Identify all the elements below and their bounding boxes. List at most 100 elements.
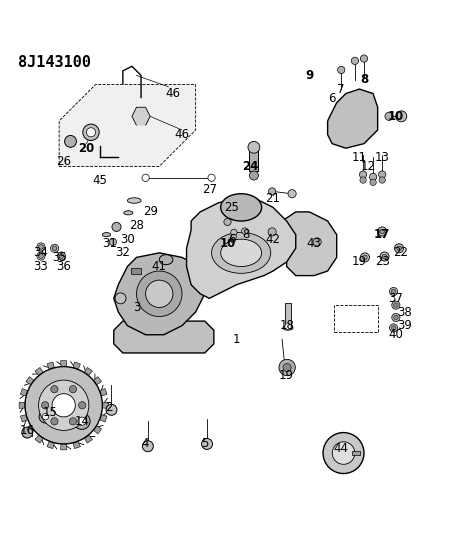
Text: 19: 19	[279, 369, 294, 382]
Circle shape	[369, 173, 377, 181]
Text: 27: 27	[202, 183, 217, 196]
Wedge shape	[93, 426, 101, 434]
Circle shape	[283, 364, 291, 372]
Text: 26: 26	[56, 155, 71, 168]
Circle shape	[394, 303, 398, 308]
Ellipse shape	[283, 326, 293, 330]
PathPatch shape	[132, 107, 150, 125]
Text: 9: 9	[305, 69, 313, 82]
Circle shape	[363, 255, 367, 260]
Wedge shape	[35, 435, 43, 443]
Text: 15: 15	[43, 406, 57, 418]
Ellipse shape	[146, 280, 173, 308]
Text: 35: 35	[52, 251, 66, 264]
Text: 43: 43	[307, 237, 321, 251]
Circle shape	[382, 254, 387, 259]
Circle shape	[359, 171, 367, 178]
Text: 12: 12	[361, 160, 376, 173]
Circle shape	[360, 55, 368, 62]
Circle shape	[397, 246, 401, 251]
Wedge shape	[102, 402, 108, 408]
Text: 30: 30	[120, 233, 135, 246]
Text: 33: 33	[34, 260, 48, 273]
Circle shape	[248, 141, 260, 153]
Text: 8: 8	[360, 74, 368, 86]
Text: 19: 19	[352, 255, 367, 269]
PathPatch shape	[282, 212, 337, 276]
Circle shape	[394, 244, 404, 253]
Text: 31: 31	[102, 237, 116, 251]
Text: 32: 32	[116, 246, 130, 260]
Circle shape	[229, 200, 235, 206]
Text: 17: 17	[374, 228, 390, 241]
Text: 46: 46	[175, 128, 189, 141]
Text: 46: 46	[166, 87, 180, 100]
Text: 40: 40	[389, 328, 403, 341]
Circle shape	[351, 57, 359, 64]
Text: 37: 37	[389, 292, 403, 305]
Text: 16: 16	[20, 424, 35, 437]
Text: 34: 34	[34, 246, 48, 260]
Circle shape	[389, 287, 398, 296]
PathPatch shape	[187, 198, 296, 298]
Text: 21: 21	[266, 192, 280, 205]
Bar	[249, 150, 258, 171]
Wedge shape	[26, 377, 34, 385]
Wedge shape	[19, 402, 25, 408]
PathPatch shape	[328, 89, 378, 148]
Wedge shape	[100, 389, 107, 396]
Ellipse shape	[212, 232, 271, 273]
Circle shape	[37, 252, 45, 260]
Text: 44: 44	[334, 442, 349, 455]
Circle shape	[391, 326, 396, 330]
Circle shape	[332, 442, 355, 464]
Circle shape	[380, 229, 384, 234]
Text: 36: 36	[56, 260, 71, 273]
Circle shape	[202, 439, 212, 449]
Text: 1: 1	[233, 333, 240, 346]
Circle shape	[285, 324, 291, 330]
Circle shape	[313, 238, 321, 246]
Circle shape	[385, 112, 393, 120]
PathPatch shape	[114, 253, 205, 335]
Circle shape	[41, 402, 49, 409]
Ellipse shape	[102, 232, 111, 237]
Circle shape	[279, 359, 295, 376]
Circle shape	[392, 301, 400, 309]
Circle shape	[360, 253, 369, 262]
Circle shape	[37, 243, 45, 251]
Text: 28: 28	[129, 219, 144, 232]
Text: 29: 29	[143, 205, 157, 219]
Text: 10: 10	[388, 110, 404, 123]
Circle shape	[142, 174, 149, 181]
Text: 23: 23	[375, 255, 389, 269]
Circle shape	[389, 324, 398, 332]
Circle shape	[83, 124, 99, 141]
Circle shape	[42, 414, 49, 420]
Text: 7: 7	[338, 83, 345, 95]
Circle shape	[379, 171, 386, 178]
Circle shape	[52, 246, 57, 251]
Circle shape	[39, 245, 43, 249]
Wedge shape	[93, 377, 101, 385]
Bar	[131, 268, 141, 274]
Ellipse shape	[127, 198, 141, 203]
Circle shape	[112, 222, 121, 231]
Circle shape	[208, 174, 215, 181]
PathPatch shape	[59, 85, 196, 166]
Circle shape	[69, 385, 76, 393]
Circle shape	[142, 441, 153, 451]
Circle shape	[65, 135, 76, 147]
Circle shape	[323, 433, 364, 473]
Wedge shape	[100, 415, 107, 422]
Ellipse shape	[124, 211, 133, 215]
Text: 11: 11	[352, 151, 367, 164]
Text: 6: 6	[228, 233, 236, 246]
Circle shape	[242, 228, 248, 234]
Text: 18: 18	[279, 319, 294, 332]
Circle shape	[231, 234, 237, 240]
Circle shape	[338, 66, 345, 74]
Text: 41: 41	[152, 260, 167, 273]
Text: 8J143100: 8J143100	[18, 55, 91, 70]
Ellipse shape	[221, 239, 262, 266]
